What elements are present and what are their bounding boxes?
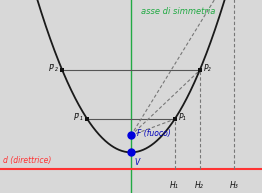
Text: P'₂: P'₂ <box>49 64 59 73</box>
Text: H₂: H₂ <box>195 181 204 190</box>
Text: P₁: P₁ <box>178 113 186 122</box>
Text: P'₁: P'₁ <box>74 113 84 122</box>
Text: P₂: P₂ <box>203 64 211 73</box>
Text: asse di simmetria: asse di simmetria <box>141 7 215 16</box>
Text: H₃: H₃ <box>230 181 238 190</box>
Text: H₁: H₁ <box>170 181 179 190</box>
Text: V: V <box>135 158 140 168</box>
Text: d (direttrice): d (direttrice) <box>3 156 52 165</box>
Text: F (fuoco): F (fuoco) <box>137 129 170 138</box>
